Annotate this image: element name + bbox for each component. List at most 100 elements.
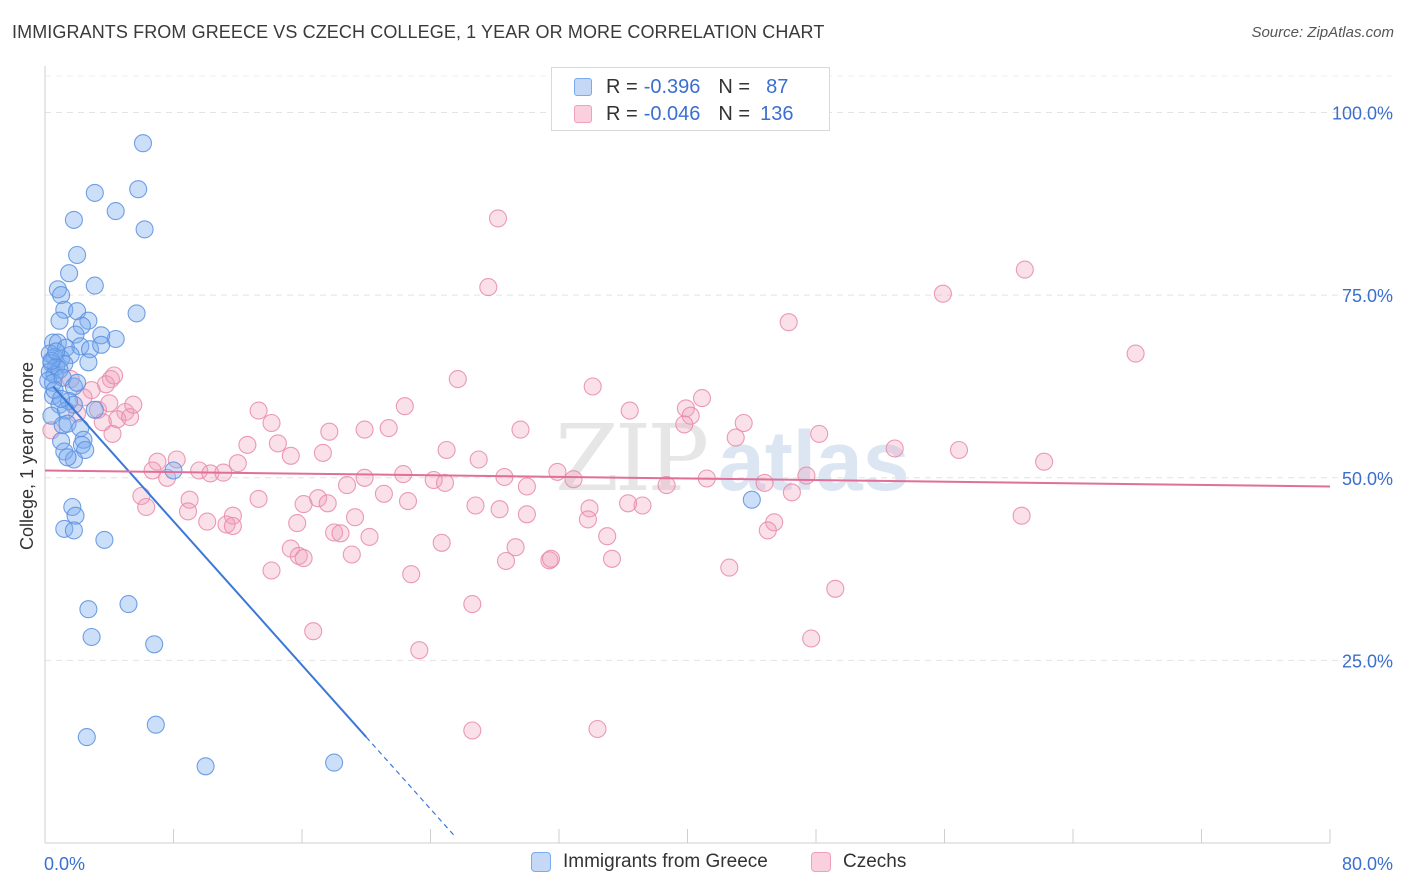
point-greece: [52, 286, 71, 305]
point-czechs: [158, 468, 177, 487]
point-czechs: [294, 495, 313, 514]
point-greece: [106, 202, 125, 221]
point-czechs: [598, 527, 617, 546]
point-czechs: [633, 496, 652, 515]
point-czechs: [355, 420, 374, 439]
point-czechs: [564, 470, 583, 489]
point-czechs: [318, 494, 337, 513]
point-czechs: [1012, 506, 1031, 525]
point-czechs: [755, 473, 774, 492]
point-greece: [325, 753, 344, 772]
point-czechs: [620, 401, 639, 420]
point-czechs: [466, 496, 485, 515]
point-greece: [64, 210, 83, 229]
source-credit: Source: ZipAtlas.com: [1251, 24, 1394, 41]
point-czechs: [490, 500, 509, 519]
point-czechs: [726, 428, 745, 447]
series-greece-points: [39, 134, 761, 776]
point-czechs: [657, 476, 676, 495]
point-czechs: [379, 419, 398, 438]
point-czechs: [342, 545, 361, 564]
point-czechs: [933, 284, 952, 303]
axes: [44, 66, 1331, 844]
point-czechs: [281, 446, 300, 465]
series-label-czechs: Czechs: [843, 851, 907, 872]
point-czechs: [583, 377, 602, 396]
y-tick-label: 75.0%: [1342, 286, 1393, 306]
point-greece: [43, 373, 63, 392]
point-greece: [129, 180, 148, 199]
point-greece: [92, 326, 111, 345]
legend-swatch-greece: [574, 78, 592, 96]
point-czechs: [198, 512, 217, 531]
point-greece: [72, 435, 91, 454]
x-tick-label-min: 0.0%: [44, 854, 85, 874]
point-czechs: [619, 494, 638, 513]
x-tick-label-max: 80.0%: [1342, 854, 1393, 874]
point-czechs: [511, 420, 530, 439]
point-czechs: [262, 561, 281, 580]
point-czechs: [402, 565, 421, 584]
point-czechs: [337, 476, 357, 495]
point-greece: [52, 389, 71, 408]
point-greece: [85, 276, 104, 295]
point-czechs: [331, 524, 350, 543]
point-czechs: [578, 510, 597, 529]
point-czechs: [313, 443, 332, 462]
point-greece: [145, 635, 164, 654]
watermark: ZIP atlas: [555, 405, 909, 512]
legend-row-czechs: R = -0.046 N = 136: [574, 100, 793, 128]
point-czechs: [692, 389, 712, 408]
point-czechs: [288, 514, 307, 533]
legend-r-value-greece: -0.396: [643, 75, 701, 98]
legend-r-value-czechs: -0.046: [643, 102, 701, 125]
point-czechs: [810, 424, 829, 443]
point-czechs: [1126, 344, 1145, 363]
legend-n-label: N =: [718, 102, 751, 125]
chart-title: IMMIGRANTS FROM GREECE VS CZECH COLLEGE,…: [12, 22, 825, 42]
point-czechs: [178, 502, 198, 521]
point-czechs: [541, 549, 561, 568]
point-czechs: [720, 558, 739, 577]
point-greece: [42, 351, 61, 370]
legend-n-label: N =: [718, 75, 751, 98]
point-czechs: [103, 424, 122, 443]
point-czechs: [238, 435, 257, 454]
point-czechs: [506, 538, 525, 557]
point-czechs: [517, 477, 536, 496]
legend-swatch-czechs: [574, 105, 592, 123]
watermark-zip: ZIP: [555, 405, 706, 512]
point-greece: [68, 373, 87, 392]
point-czechs: [437, 440, 456, 460]
point-czechs: [496, 551, 516, 571]
point-czechs: [517, 505, 536, 524]
point-czechs: [320, 422, 339, 441]
point-czechs: [374, 484, 393, 503]
point-greece: [82, 627, 101, 647]
point-greece: [52, 432, 71, 451]
point-greece: [50, 311, 69, 330]
point-czechs: [228, 454, 247, 473]
y-tick-labels: 25.0% 50.0% 75.0% 100.0%: [1332, 104, 1393, 672]
y-tick-label: 50.0%: [1342, 469, 1393, 489]
point-czechs: [826, 579, 845, 598]
point-czechs: [148, 452, 167, 471]
point-greece: [68, 245, 87, 265]
point-czechs: [734, 413, 753, 433]
point-czechs: [949, 440, 969, 460]
point-czechs: [105, 366, 124, 385]
point-czechs: [398, 492, 418, 511]
legend-r-label: R =: [606, 102, 638, 125]
point-greece: [77, 728, 96, 747]
point-czechs: [190, 461, 209, 480]
point-greece: [146, 715, 165, 734]
point-greece: [135, 220, 154, 239]
point-czechs: [167, 450, 186, 469]
point-czechs: [124, 395, 143, 414]
point-czechs: [410, 641, 429, 660]
point-czechs: [1035, 452, 1054, 471]
point-czechs: [223, 516, 242, 536]
legend-n-value-czechs: 136: [760, 102, 794, 125]
point-czechs: [479, 278, 498, 297]
